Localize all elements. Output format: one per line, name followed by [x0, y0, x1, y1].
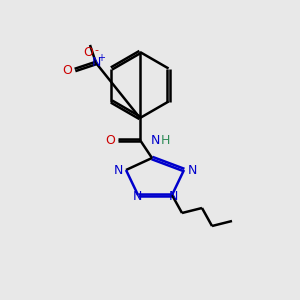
Text: N: N [132, 190, 142, 202]
Text: O: O [105, 134, 115, 146]
Text: -: - [94, 45, 98, 55]
Text: N: N [150, 134, 160, 146]
Text: +: + [97, 53, 105, 63]
Text: N: N [113, 164, 123, 176]
Text: O: O [83, 46, 93, 59]
Text: N: N [91, 56, 101, 70]
Text: H: H [160, 134, 170, 146]
Text: O: O [62, 64, 72, 76]
Text: N: N [168, 190, 178, 202]
Text: N: N [187, 164, 197, 176]
